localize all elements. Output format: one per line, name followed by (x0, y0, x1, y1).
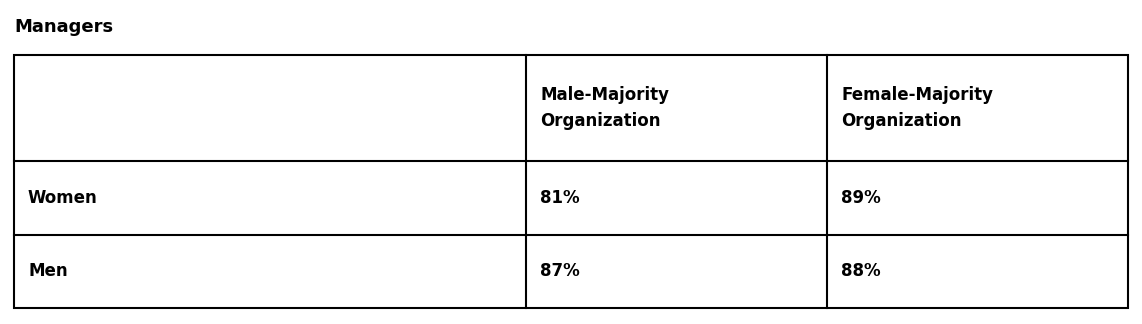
Text: Male-Majority
Organization: Male-Majority Organization (540, 86, 669, 130)
Text: Managers: Managers (14, 18, 113, 36)
Text: Female-Majority
Organization: Female-Majority Organization (842, 86, 994, 130)
Text: Women: Women (29, 189, 98, 207)
Text: 89%: 89% (842, 189, 880, 207)
Text: Men: Men (29, 262, 67, 280)
Bar (14, 55, 1128, 308)
Text: 87%: 87% (540, 262, 580, 280)
Text: 81%: 81% (540, 189, 580, 207)
Text: 88%: 88% (842, 262, 880, 280)
